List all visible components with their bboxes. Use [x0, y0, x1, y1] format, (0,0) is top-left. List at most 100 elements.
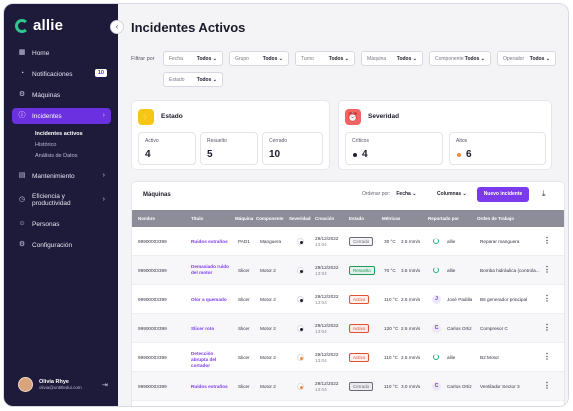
column-header[interactable]: Estado	[349, 216, 365, 221]
stat-activo: Activo 4	[138, 132, 196, 165]
sidebar-item-incidentes[interactable]: ⓘ Incidentes ›	[12, 108, 111, 124]
cell-maquina: Slicer	[238, 326, 250, 331]
status-badge: Cerrado	[349, 237, 374, 246]
chevron-right-icon: ›	[102, 172, 105, 179]
sidebar-item-eficiencia[interactable]: ◷ Eficiencia y productividad ›	[12, 189, 111, 211]
cell-maquina: Slicer	[238, 297, 250, 302]
main-content: Incidentes Activos Filtrar por Fecha Tod…	[118, 4, 568, 406]
sidebar-item-home[interactable]: ▦ Home	[12, 45, 111, 61]
filter-value: Todos ⌄	[464, 56, 485, 62]
filter-name: Fecha	[169, 56, 183, 62]
subitem-incidentes-activos[interactable]: Incidentes activos	[35, 131, 83, 137]
sidebar-item-label: Eficiencia y productividad	[32, 193, 71, 207]
collapse-sidebar-button[interactable]: ‹	[110, 20, 124, 34]
user-profile[interactable]: Olivia Rhye olivia@untitledui.com	[18, 377, 82, 392]
sidebar-item-mantenimiento[interactable]: ▤ Mantenimiento ›	[12, 168, 111, 184]
reporter-avatar: C	[432, 324, 441, 333]
table-row[interactable]: 99900003399 Demasiado ruido del motor Slic…	[132, 256, 564, 285]
sidebar-item-label: Mantenimiento	[32, 172, 75, 180]
sidebar-item-maquinas[interactable]: ⚙ Máquinas	[12, 87, 111, 103]
sidebar-item-personas[interactable]: ☺ Personas	[12, 216, 111, 232]
filter-turno[interactable]: Turno Todos ⌄	[295, 51, 355, 66]
cell-titulo-link[interactable]: Olor a quemado	[191, 297, 227, 302]
column-header[interactable]: Título	[191, 216, 204, 221]
logo-text: allie	[33, 17, 64, 34]
logo[interactable]: allie	[15, 17, 63, 34]
cell-temperatura: 30 °C	[384, 239, 396, 244]
chevron-right-icon: ›	[102, 112, 105, 119]
filter-maquina[interactable]: Máquina Todos ⌄	[361, 51, 423, 66]
user-email: olivia@untitledui.com	[39, 385, 82, 390]
column-header[interactable]: Nombre	[138, 216, 156, 221]
logout-icon[interactable]: ⇥	[102, 382, 108, 389]
severity-indicator-icon	[297, 354, 304, 361]
table-row[interactable]: 99900003399 Olor a quemado Slicer Motor 2 29…	[132, 285, 564, 314]
high-dot-icon	[457, 153, 461, 157]
severidad-card: ⏰ Severidad Críticos 4 Altos 6	[338, 100, 552, 170]
cell-reportado-por: allie	[447, 239, 456, 244]
row-menu-icon[interactable]: ⋮	[543, 323, 551, 332]
page-title: Incidentes Activos	[131, 20, 246, 35]
severity-indicator-icon	[297, 267, 304, 274]
row-menu-icon[interactable]: ⋮	[543, 381, 551, 390]
stat-label: Activo	[145, 138, 159, 144]
table-row[interactable]: 99900003399 Detección abrupta del cortado…	[132, 343, 564, 372]
columns-dropdown[interactable]: Columnas ⌄	[437, 191, 467, 197]
users-icon: ☺	[18, 220, 26, 227]
cell-creacion: 29/12/2022 13:04	[315, 323, 339, 334]
status-badge: Activo	[349, 324, 370, 333]
cell-orden-trabajo: Bomba hidráulica (controla...	[480, 268, 540, 273]
row-menu-icon[interactable]: ⋮	[543, 236, 551, 245]
column-header[interactable]: Componente	[256, 216, 284, 221]
sidebar-nav: ▦ Home ◔ Notificaciones 10 ⚙ Máquinas ⓘ …	[12, 45, 111, 258]
sidebar-item-notificaciones[interactable]: ◔ Notificaciones 10	[12, 66, 111, 82]
cell-creacion: 29/12/2022 13:04	[315, 265, 339, 276]
filter-estado[interactable]: Estado Todos ⌄	[163, 72, 223, 87]
cell-titulo-link[interactable]: Ruidos extraños	[191, 239, 228, 244]
cell-titulo-link[interactable]: Detección abrupta del cortador	[191, 351, 217, 368]
stat-value: 4	[145, 149, 151, 160]
cell-componente: Motor 2	[260, 326, 276, 331]
cell-temperatura: 70 °C	[384, 268, 396, 273]
column-header[interactable]: Severidad	[289, 216, 311, 221]
cell-velocidad: 2.5 mm/s	[401, 297, 421, 302]
severity-indicator-icon	[297, 325, 304, 332]
column-header[interactable]: Métricas	[382, 216, 401, 221]
table-row[interactable]: 99900003399 Slicer roto Slicer Motor 2 29/12…	[132, 314, 564, 343]
new-incident-button[interactable]: Nuevo incidente	[477, 187, 529, 202]
filter-grupo[interactable]: Grupo Todos ⌄	[229, 51, 289, 66]
cell-titulo-link[interactable]: Ruidos extraños	[191, 384, 228, 389]
critical-dot-icon	[353, 153, 357, 157]
sidebar-item-configuracion[interactable]: ⚙ Configuración	[12, 237, 111, 253]
cell-titulo-link[interactable]: Slicer roto	[191, 326, 215, 331]
row-menu-icon[interactable]: ⋮	[543, 294, 551, 303]
column-header[interactable]: Orden de Trabajo	[477, 216, 515, 221]
stat-resuelto: Resuelto 5	[200, 132, 258, 165]
table-row[interactable]: 99900003399 Ruidos extraños PAD1 Manguera 29…	[132, 227, 564, 256]
reporter-avatar: C	[432, 382, 441, 391]
cell-temperatura: 120 °C	[384, 326, 399, 331]
row-menu-icon[interactable]: ⋮	[543, 265, 551, 274]
subitem-analisis-datos[interactable]: Análisis de Datos	[35, 153, 78, 159]
cell-reportado-por: Carlos Ortiz	[447, 384, 472, 389]
cell-maquina: Slicer	[238, 355, 250, 360]
subitem-historico[interactable]: Histórico	[35, 142, 57, 148]
sidebar-item-label: Home	[32, 49, 50, 57]
cell-nombre: 99900003399	[138, 384, 167, 389]
sort-dropdown[interactable]: Ordenar por: Fecha ⌄	[362, 191, 417, 197]
filter-fecha[interactable]: Fecha Todos ⌄	[163, 51, 223, 66]
row-menu-icon[interactable]: ⋮	[543, 352, 551, 361]
filter-operador[interactable]: Operador Todos ⌄	[497, 51, 556, 66]
cell-velocidad: 3.5 mm/s	[401, 268, 421, 273]
column-header[interactable]: Creación	[315, 216, 335, 221]
sort-label: Ordenar por:	[362, 191, 391, 197]
column-header[interactable]: Máquina	[235, 216, 254, 221]
filter-componente[interactable]: Componente Todos ⌄	[429, 51, 491, 66]
cell-temperatura: 110 °C	[384, 355, 399, 360]
cell-titulo-link[interactable]: Demasiado ruido del motor	[191, 264, 230, 275]
cell-orden-trabajo: Reparar manguera	[480, 239, 520, 244]
cell-orden-trabajo: Compresor C	[480, 326, 508, 331]
table-row[interactable]: 99900003399 Ruidos extraños Slicer Motor 2 2…	[132, 372, 564, 401]
column-header[interactable]: Reportado por	[428, 216, 459, 221]
download-icon[interactable]: ⤓	[542, 189, 546, 198]
